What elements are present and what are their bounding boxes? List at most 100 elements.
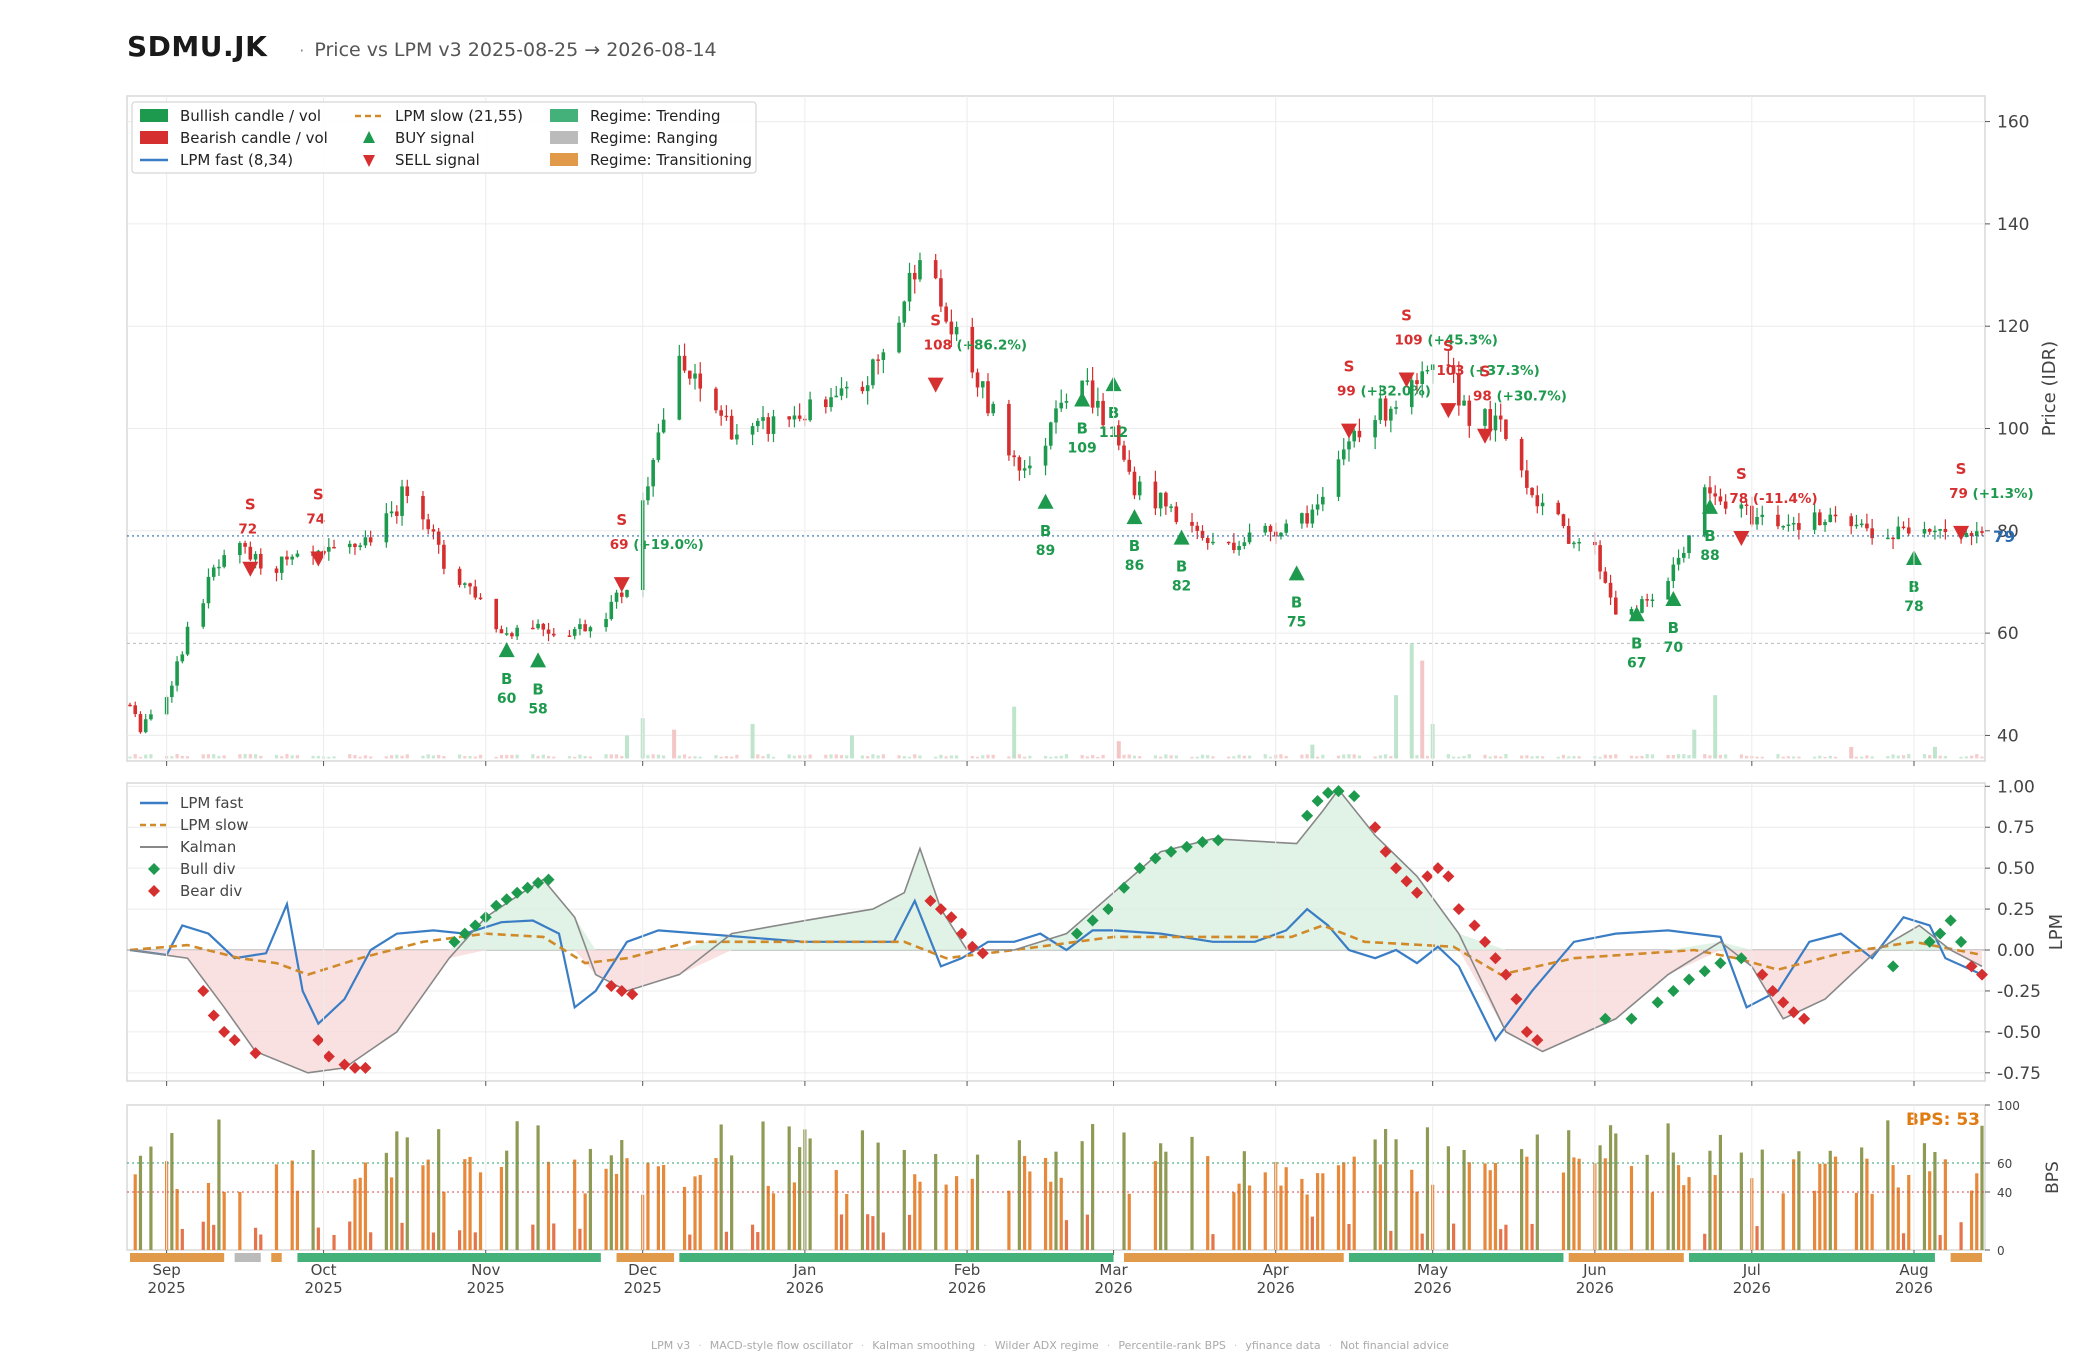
bear-div-marker (1499, 968, 1512, 981)
sell-signal-price-group: 69 (+19.0%) (610, 537, 704, 553)
regime-segment-transitioning (1950, 1253, 1982, 1262)
bps-ytick-label: 40 (1997, 1186, 2012, 1200)
bps-bar (175, 1189, 179, 1250)
bps-bar (1901, 1233, 1906, 1250)
bear-candle-body (128, 704, 132, 707)
bear-div-marker (228, 1034, 241, 1047)
bull-candle-body (1054, 408, 1058, 423)
bull-div-marker (1212, 834, 1225, 847)
bull-div-marker (1714, 957, 1727, 970)
volume-bar (1603, 754, 1607, 759)
sell-signal-marker (242, 561, 259, 577)
bull-div-marker (1165, 845, 1178, 858)
volume-bar (1969, 755, 1974, 759)
bps-bar (426, 1159, 430, 1250)
bull-candle-body (201, 603, 206, 627)
bull-candle-body (1676, 557, 1681, 565)
bps-bar (1389, 1230, 1393, 1250)
volume-bar (332, 756, 336, 759)
bps-bar (395, 1131, 399, 1250)
bear-candle-body (1865, 523, 1869, 529)
bps-bar (839, 1214, 844, 1250)
volume-bar (1786, 756, 1791, 759)
bps-bar (274, 1164, 279, 1250)
volume-bar (939, 754, 943, 759)
bull-candle-body (217, 566, 221, 569)
bull-div-marker (511, 886, 524, 899)
x-tick-month: Aug (1899, 1261, 1928, 1279)
bull-candle-body (358, 545, 362, 548)
bps-bar (431, 1232, 436, 1250)
bear-candle-body (1519, 438, 1524, 471)
volume-bar (1818, 755, 1822, 759)
bear-div-marker (348, 1061, 361, 1074)
bps-ylabel: BPS (2043, 1161, 2063, 1194)
bps-bar (1452, 1223, 1456, 1250)
volume-bar (934, 756, 938, 759)
bull-candle-body (1211, 541, 1215, 544)
volume-bar (1467, 754, 1471, 759)
bear-div-marker (1468, 919, 1481, 932)
bull-candle-body (907, 272, 912, 302)
bear-candle-body (243, 543, 247, 547)
bull-candle-body (1640, 599, 1644, 613)
volume-bar (719, 756, 723, 759)
bull-candle-body (180, 654, 185, 662)
x-tick-month: Oct (311, 1261, 337, 1279)
volume-bar (1525, 755, 1529, 759)
bull-candle-body (1321, 496, 1325, 505)
x-tick-year: 2026 (786, 1279, 824, 1297)
x-tick-year: 2025 (467, 1279, 505, 1297)
bear-div-marker (1421, 870, 1434, 883)
chart-header: SDMU.JK · Price vs LPM v3 2025-08-25 → 2… (127, 30, 717, 70)
bps-bar (662, 1164, 666, 1250)
bps-bar (682, 1186, 687, 1250)
bull-candle-body (829, 397, 833, 408)
bps-bar (1792, 1159, 1796, 1250)
bear-candle-body (395, 511, 399, 516)
bear-candle-body (285, 556, 289, 560)
bull-candle-body (1096, 400, 1100, 408)
x-tick-year: 2026 (1414, 1279, 1452, 1297)
volume-bar (834, 754, 838, 759)
volume-bar (871, 754, 875, 759)
volume-bar (1174, 755, 1178, 759)
bear-div-marker (1442, 870, 1455, 883)
volume-bar (829, 754, 833, 759)
volume-bar (222, 755, 226, 759)
volume-bar (1357, 755, 1362, 759)
bps-bar (1567, 1130, 1571, 1250)
volume-bar (1043, 755, 1048, 759)
bear-candle-body (353, 543, 357, 548)
bull-div-marker (458, 927, 471, 940)
x-tick-year: 2026 (1733, 1279, 1771, 1297)
buy-signal-marker (1288, 565, 1305, 581)
volume-bar (1567, 756, 1571, 759)
volume-bar (578, 754, 582, 759)
bull-candle-body (1964, 533, 1969, 538)
bull-candle-body (1886, 537, 1890, 540)
bull-candle-body (1540, 502, 1545, 507)
volume-bar (1232, 756, 1236, 759)
bull-candle-body (1394, 407, 1398, 409)
legend-marker (363, 131, 375, 143)
bps-bar (1415, 1191, 1419, 1250)
volume-bar (1237, 754, 1241, 759)
bps-bar (1933, 1151, 1937, 1250)
bear-candle-body (1101, 400, 1105, 426)
bear-candle-body (274, 568, 279, 573)
bps-bar (1080, 1141, 1084, 1250)
bear-candle-body (912, 272, 917, 280)
volume-bar (1629, 755, 1634, 759)
sell-signal-return: (+86.2%) (952, 338, 1027, 354)
volume-bar (1828, 755, 1832, 759)
footer-item: LPM v3 (651, 1339, 691, 1352)
volume-bar (1886, 756, 1890, 759)
bps-bar (437, 1129, 441, 1250)
bps-bar (1959, 1222, 1963, 1250)
sell-signal-marker (927, 377, 944, 393)
volume-bar (426, 754, 430, 759)
bps-bar (1870, 1193, 1874, 1250)
bull-candle-body (389, 511, 394, 514)
lpm-ylabel: LPM (2046, 914, 2067, 950)
